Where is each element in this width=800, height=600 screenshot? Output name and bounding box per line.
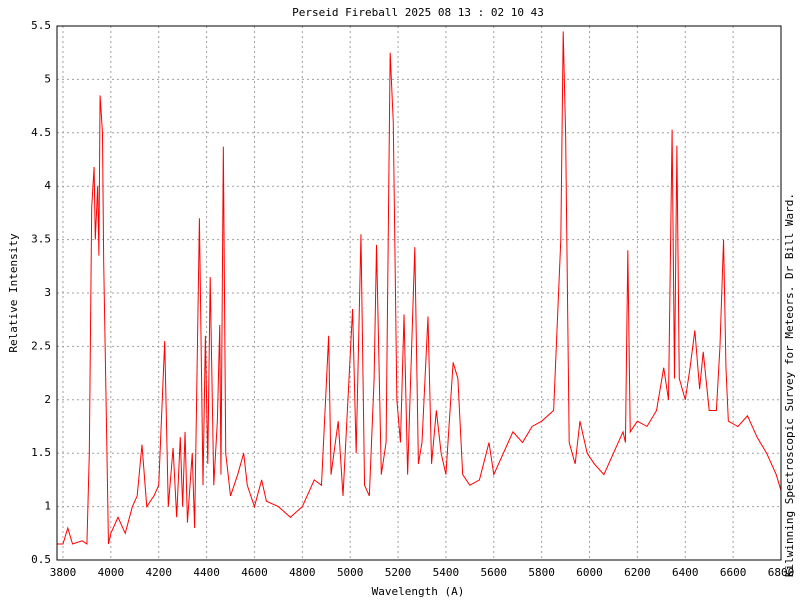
x-tick-label: 6200	[624, 566, 651, 579]
x-tick-label: 5800	[528, 566, 555, 579]
x-tick-label: 5400	[433, 566, 460, 579]
x-tick-label: 4800	[289, 566, 316, 579]
x-tick-label: 5600	[481, 566, 508, 579]
y-tick-label: 1.5	[31, 446, 51, 459]
x-tick-label: 6800	[768, 566, 795, 579]
y-tick-label: 3	[44, 286, 51, 299]
y-tick-label: 5.5	[31, 19, 51, 32]
y-tick-label: 1	[44, 500, 51, 513]
x-tick-label: 5200	[385, 566, 412, 579]
x-tick-label: 4400	[193, 566, 220, 579]
y-tick-label: 4	[44, 179, 51, 192]
y-tick-label: 3.5	[31, 233, 51, 246]
x-tick-label: 6000	[576, 566, 603, 579]
x-tick-label: 5000	[337, 566, 364, 579]
x-tick-label: 4000	[98, 566, 125, 579]
y-tick-label: 4.5	[31, 126, 51, 139]
y-tick-label: 2	[44, 393, 51, 406]
x-tick-label: 4200	[145, 566, 172, 579]
x-axis-label: Wavelength (A)	[372, 585, 465, 598]
x-tick-label: 3800	[50, 566, 77, 579]
y-tick-label: 2.5	[31, 339, 51, 352]
y-tick-label: 5	[44, 72, 51, 85]
spectrum-line	[57, 31, 782, 545]
side-note: Kilwinning Spectroscopic Survey for Mete…	[783, 193, 796, 577]
y-tick-label: 0.5	[31, 553, 51, 566]
chart-title: Perseid Fireball 2025 08 13 : 02 10 43	[292, 6, 544, 19]
x-tick-label: 6600	[720, 566, 747, 579]
x-tick-label: 6400	[672, 566, 699, 579]
plot-frame	[56, 25, 782, 561]
x-tick-label: 4600	[241, 566, 268, 579]
y-axis-label: Relative Intensity	[7, 233, 20, 353]
